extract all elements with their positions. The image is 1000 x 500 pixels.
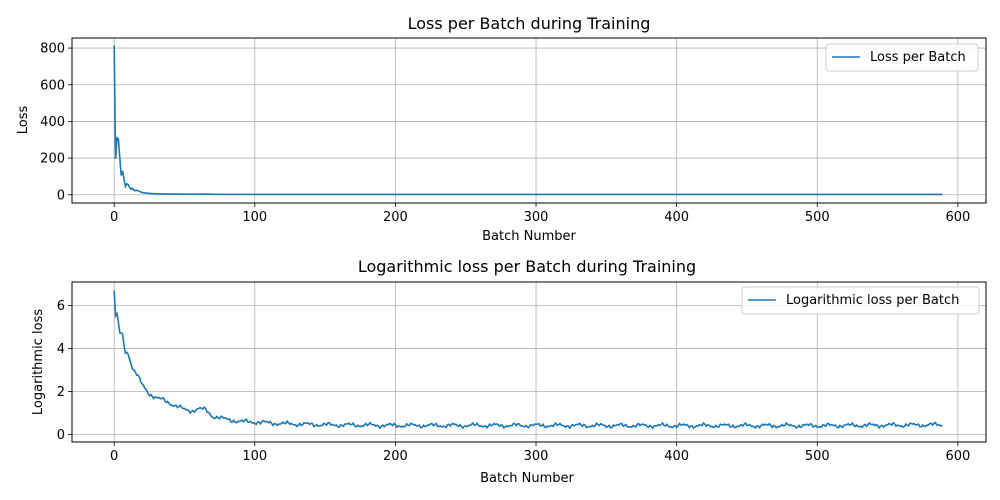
- y-tick-label: 200: [40, 152, 65, 167]
- x-tick-label: 400: [664, 210, 689, 225]
- x-tick-label: 300: [524, 449, 549, 464]
- y-tick-label: 4: [57, 342, 65, 357]
- x-tick-label: 600: [945, 449, 970, 464]
- x-tick-label: 200: [383, 449, 408, 464]
- y-tick-label: 400: [40, 115, 65, 130]
- x-tick-label: 500: [805, 210, 830, 225]
- x-tick-label: 400: [664, 449, 689, 464]
- y-axis-label: Loss: [16, 106, 31, 135]
- y-tick-label: 800: [40, 42, 65, 57]
- log-loss-chart: 0 100 200 300 400 500 600 0 2 4 6 Logarithmic loss…: [31, 257, 987, 486]
- x-tick-label: 200: [383, 210, 408, 225]
- chart-title: Loss per Batch during Training: [408, 14, 651, 33]
- x-axis-label: Batch Number: [480, 471, 574, 486]
- legend: Logarithmic loss per Batch: [741, 286, 980, 315]
- x-tick-label: 300: [524, 210, 549, 225]
- series-line-loss: [113, 45, 943, 196]
- y-tick-label: 0: [57, 428, 65, 443]
- y-axis-label: Logarithmic loss: [31, 309, 46, 415]
- y-tick-label: 6: [57, 299, 65, 314]
- y-tick-label: 0: [57, 188, 65, 203]
- chart-title: Logarithmic loss per Batch during Traini…: [358, 257, 696, 276]
- x-axis-label: Batch Number: [482, 229, 576, 244]
- y-tick-label: 600: [40, 78, 65, 93]
- series-line-log-loss: [113, 290, 943, 430]
- y-tick-label: 2: [57, 385, 65, 400]
- axis-ticks: 0 100 200 300 400 500 600 0 2 4 6: [57, 299, 971, 464]
- x-tick-label: 600: [945, 210, 970, 225]
- axis-ticks: 0 100 200 300 400 500 600 0 200 400 600 800: [40, 42, 970, 225]
- legend-label: Logarithmic loss per Batch: [786, 293, 959, 308]
- x-tick-label: 0: [110, 449, 118, 464]
- x-tick-label: 100: [242, 449, 267, 464]
- legend-box: [825, 43, 979, 72]
- loss-chart: 0 100 200 300 400 500 600 0 200 400 600 800 Loss pe…: [16, 14, 987, 244]
- legend-label: Loss per Batch: [870, 50, 966, 65]
- x-tick-label: 100: [242, 210, 267, 225]
- axes-frame: [71, 37, 987, 204]
- axes-frame: [71, 281, 987, 443]
- x-tick-label: 0: [110, 210, 118, 225]
- legend-box: [741, 286, 980, 315]
- legend: Loss per Batch: [825, 43, 979, 72]
- x-tick-label: 500: [805, 449, 830, 464]
